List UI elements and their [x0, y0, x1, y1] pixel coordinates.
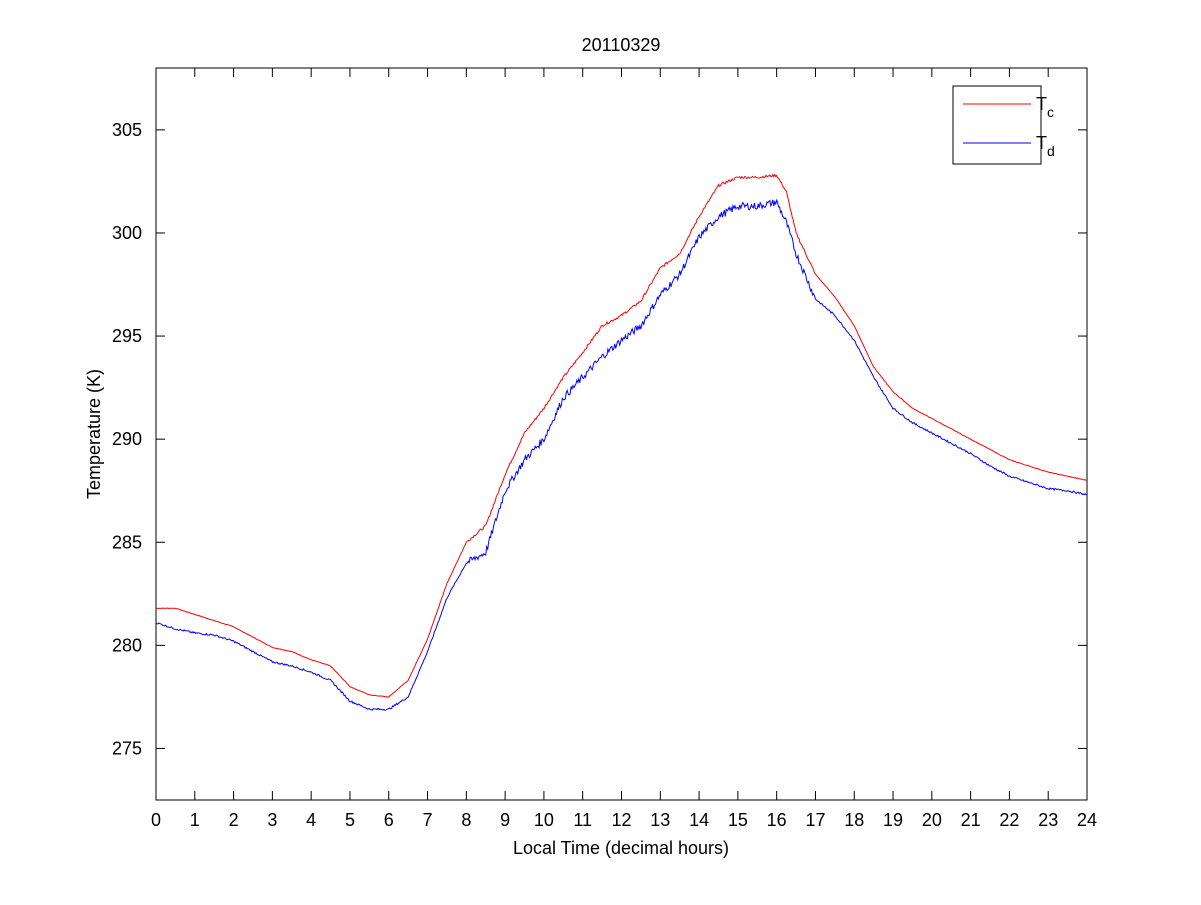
x-tick-label: 10 [534, 810, 554, 830]
x-tick-label: 14 [689, 810, 709, 830]
x-tick-label: 17 [805, 810, 825, 830]
y-tick-label: 285 [112, 532, 142, 552]
legend-label-td: Td [1036, 133, 1055, 159]
legend-box [952, 85, 1042, 165]
legend-label-tc: Tc [1036, 94, 1054, 120]
x-tick-label: 13 [650, 810, 670, 830]
x-tick-label: 15 [728, 810, 748, 830]
x-tick-label: 24 [1077, 810, 1097, 830]
x-tick-label: 21 [961, 810, 981, 830]
x-tick-label: 20 [922, 810, 942, 830]
x-axis-label: Local Time (decimal hours) [513, 838, 729, 858]
y-tick-label: 275 [112, 738, 142, 758]
x-tick-label: 7 [423, 810, 433, 830]
x-tick-label: 19 [883, 810, 903, 830]
chart-title: 20110329 [582, 35, 661, 55]
x-tick-label: 22 [999, 810, 1019, 830]
y-tick-label: 295 [112, 326, 142, 346]
x-tick-label: 4 [306, 810, 316, 830]
series-line-Tc [156, 173, 1088, 698]
y-tick-label: 280 [112, 635, 142, 655]
x-tick-label: 2 [229, 810, 239, 830]
x-tick-label: 5 [345, 810, 355, 830]
series-line-Td [155, 198, 1088, 711]
x-tick-label: 12 [611, 810, 631, 830]
x-tick-label: 16 [767, 810, 787, 830]
plot-area [155, 67, 1088, 801]
y-tick-label: 305 [112, 120, 142, 140]
x-tick-label: 6 [384, 810, 394, 830]
x-tick-label: 8 [461, 810, 471, 830]
x-tick-label: 18 [844, 810, 864, 830]
x-tick-label: 0 [151, 810, 161, 830]
x-tick-label: 3 [267, 810, 277, 830]
x-tick-label: 23 [1038, 810, 1058, 830]
y-tick-label: 290 [112, 429, 142, 449]
legend: Tc Td [952, 85, 1055, 165]
x-tick-label: 11 [573, 810, 592, 830]
y-tick-label: 300 [112, 223, 142, 243]
y-axis-label: Temperature (K) [84, 369, 104, 499]
x-tick-label: 9 [500, 810, 510, 830]
x-tick-label: 1 [190, 810, 200, 830]
